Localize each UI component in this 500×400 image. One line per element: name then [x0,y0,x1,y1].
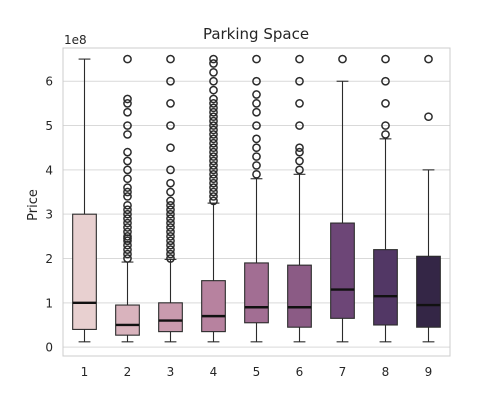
box [417,256,441,327]
y-tick-label: 6 [45,75,53,89]
box [202,281,226,332]
x-tick-label: 7 [339,365,347,379]
box [331,223,355,318]
y-axis-scale-label: 1e8 [64,33,87,47]
x-tick-label: 6 [296,365,304,379]
y-tick-label: 2 [45,252,53,266]
y-tick-label: 3 [45,208,53,222]
box [159,303,183,332]
y-tick-label: 4 [45,163,53,177]
box [288,265,312,327]
y-tick-label: 5 [45,119,53,133]
x-tick-label: 1 [81,365,89,379]
y-tick-label: 0 [45,341,53,355]
chart-title: Parking Space [203,25,309,43]
box [73,214,97,329]
box [116,305,140,335]
x-tick-label: 4 [210,365,218,379]
x-tick-label: 5 [253,365,261,379]
x-tick-label: 9 [425,365,433,379]
x-tick-label: 2 [124,365,132,379]
x-tick-label: 8 [382,365,390,379]
y-axis-label: Price [26,189,41,221]
box [374,250,398,325]
x-tick-label: 3 [167,365,175,379]
y-tick-label: 1 [45,296,53,310]
box [245,263,269,323]
